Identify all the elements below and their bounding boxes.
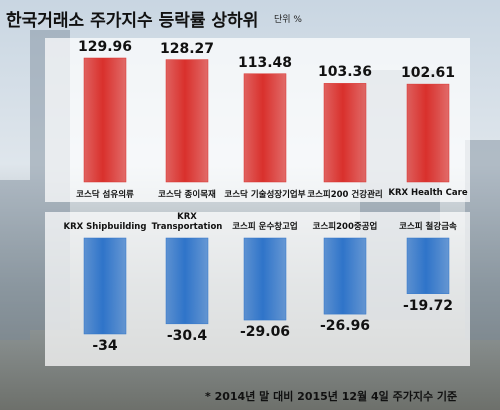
value-label: 128.27 (159, 40, 215, 57)
bar (406, 83, 450, 183)
bar (323, 237, 367, 315)
category-label: 코스피200중공업 (312, 222, 378, 232)
value-label: 113.48 (237, 54, 293, 71)
unit: 단위 % (274, 15, 302, 25)
bar (83, 237, 127, 335)
bar (165, 59, 209, 183)
category-label: 코스닥 종이목재 (158, 190, 216, 200)
note: * 2014년 말 대비 2015년 12월 4일 주가지수 기준 (205, 390, 458, 403)
category-label: 코스피 운수창고업 (232, 222, 298, 232)
category-label: KRX Shipbuilding (63, 222, 147, 232)
value-label: -26.96 (319, 318, 371, 335)
category-label: 코스피 철강금속 (399, 222, 457, 232)
value-label: 129.96 (77, 39, 133, 55)
category-label: 코스닥 섬유의류 (76, 190, 134, 200)
value-label: -29.06 (239, 324, 291, 341)
title: 한국거래소 주가지수 등락률 상하위 (6, 11, 259, 31)
bar (323, 83, 367, 183)
value-label: 102.61 (400, 65, 456, 82)
category-label: 코스닥 기술성장기업부 (224, 190, 306, 200)
value-label: -34 (92, 338, 118, 354)
category-label: KRX Transportation (151, 212, 223, 232)
bar (406, 237, 450, 294)
value-label: -19.72 (402, 297, 454, 314)
bar (165, 237, 209, 325)
bar (243, 73, 287, 183)
bar (83, 57, 127, 183)
value-label: 103.36 (317, 64, 373, 81)
value-label: -30.4 (166, 327, 208, 344)
bar (243, 237, 287, 321)
category-label: KRX Health Care (388, 188, 468, 198)
category-label: 코스피200 건강관리 (307, 190, 383, 200)
